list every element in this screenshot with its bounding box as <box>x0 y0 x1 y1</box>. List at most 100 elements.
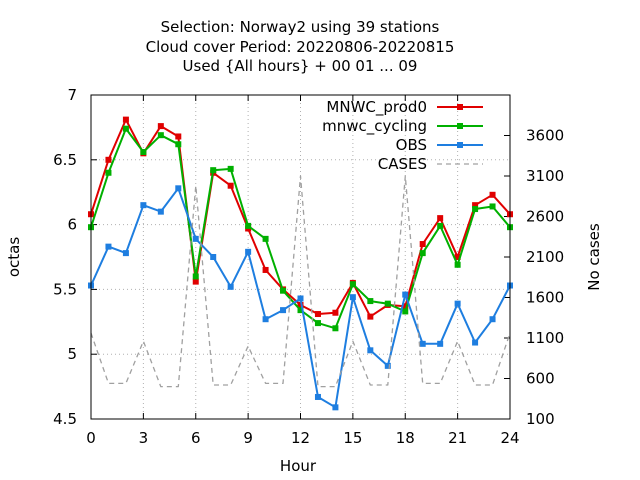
data-point <box>367 313 374 320</box>
y-tick-label: 5 <box>67 345 77 363</box>
y-tick-label: 7 <box>67 86 77 104</box>
plot-frame <box>90 94 511 420</box>
y2-tick-label: 3600 <box>526 127 564 145</box>
y2-tick-label: 1100 <box>526 329 564 347</box>
data-point <box>297 295 304 302</box>
data-point <box>437 340 444 347</box>
y-tick-label: 6 <box>67 216 77 234</box>
data-point <box>297 301 304 308</box>
x-axis-label: Hour <box>280 457 317 475</box>
data-point <box>192 273 199 280</box>
y2-tick-label: 2100 <box>526 248 564 266</box>
data-point <box>419 241 426 248</box>
data-point <box>489 203 496 210</box>
data-point <box>262 266 269 273</box>
data-point <box>489 316 496 323</box>
data-point <box>349 281 356 288</box>
data-point <box>280 307 287 314</box>
data-point <box>157 208 164 215</box>
data-point <box>314 393 321 400</box>
data-point <box>210 167 217 174</box>
x-tick-label: 0 <box>86 429 96 447</box>
y2-tick-label: 600 <box>526 370 555 388</box>
data-point <box>454 261 461 268</box>
data-point <box>402 308 409 315</box>
legend-label: MNWC_prod0 <box>326 98 427 117</box>
data-point <box>227 283 234 290</box>
data-point <box>262 316 269 323</box>
x-tick-label: 3 <box>139 429 149 447</box>
y-tick-label: 4.5 <box>53 410 77 428</box>
legend-marker <box>457 123 463 129</box>
data-point <box>367 298 374 305</box>
y2-tick-label: 100 <box>526 410 555 428</box>
x-tick-label: 18 <box>396 429 415 447</box>
y2-tick-label: 3100 <box>526 167 564 185</box>
y2-tick-label: 2600 <box>526 208 564 226</box>
data-point <box>140 149 147 156</box>
data-point <box>437 222 444 229</box>
data-point <box>122 116 129 123</box>
chart-title-line-1: Selection: Norway2 using 39 stations <box>161 18 440 36</box>
data-point <box>332 309 339 316</box>
data-point <box>157 123 164 130</box>
data-point <box>454 254 461 260</box>
x-tick-label: 6 <box>191 429 201 447</box>
y-tick-label: 6.5 <box>53 151 77 169</box>
data-point <box>122 250 129 257</box>
data-point <box>192 235 199 242</box>
data-point <box>140 202 147 209</box>
y2-axis-label: No cases <box>585 223 603 291</box>
data-point <box>402 291 409 298</box>
data-point <box>227 165 234 172</box>
data-point <box>262 235 269 242</box>
y-tick-label: 5.5 <box>53 280 77 298</box>
legend-label: OBS <box>396 136 427 154</box>
data-point <box>367 347 374 354</box>
x-tick-label: 12 <box>291 429 310 447</box>
data-point <box>437 215 444 222</box>
data-point <box>384 362 391 369</box>
y2-tick-label: 1600 <box>526 289 564 307</box>
data-point <box>472 202 479 209</box>
data-point <box>314 311 321 318</box>
x-tick-label: 21 <box>448 429 467 447</box>
legend-label: CASES <box>378 155 427 173</box>
chart-title: Selection: Norway2 using 39 stations Clo… <box>146 18 455 75</box>
data-point <box>384 300 391 307</box>
legend-marker <box>457 142 463 148</box>
axes: 0 3 6 9 12 15 18 21 24 4.5 5 5.5 6 6.5 7 100 600 1100 1600… <box>53 86 564 447</box>
data-point <box>472 339 479 346</box>
grid <box>91 95 510 419</box>
data-point <box>105 169 112 176</box>
data-point <box>245 222 252 229</box>
data-point <box>349 294 356 301</box>
data-point <box>175 141 182 148</box>
data-point <box>105 243 112 250</box>
data-point <box>122 125 129 132</box>
data-point <box>157 132 164 139</box>
series-line-cases <box>90 175 511 388</box>
legend-label: mnwc_cycling <box>322 117 427 136</box>
x-tick-label: 9 <box>243 429 253 447</box>
data-point <box>175 133 182 140</box>
data-point <box>227 182 234 189</box>
data-point <box>314 320 321 327</box>
data-point <box>419 340 426 347</box>
data-point <box>280 287 287 294</box>
data-point <box>472 206 479 213</box>
y-axis-label: octas <box>5 237 23 277</box>
legend-marker <box>457 104 463 110</box>
data-point <box>402 303 409 310</box>
chart-title-line-2: Cloud cover Period: 20220806-20220815 <box>146 38 455 56</box>
data-point <box>297 307 304 314</box>
data-point <box>245 248 252 255</box>
data-point <box>454 300 461 307</box>
data-point <box>175 185 182 192</box>
x-tick-label: 24 <box>500 429 519 447</box>
chart-title-line-3: Used {All hours} + 00 01 ... 09 <box>183 57 418 75</box>
data-point <box>192 278 199 285</box>
data-point <box>489 191 496 198</box>
